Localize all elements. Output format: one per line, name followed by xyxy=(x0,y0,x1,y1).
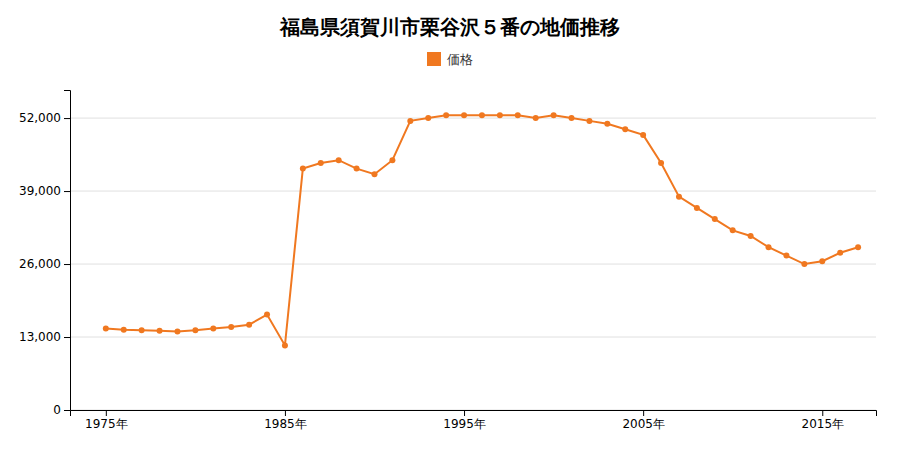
plot: 1975年 1985年 1995年 2005年 2015年 0 13,000 26,000 39… xyxy=(19,91,877,431)
x-axis: 1975年 1985年 1995年 2005年 2015年 xyxy=(71,410,877,431)
point xyxy=(264,312,270,318)
point xyxy=(694,205,700,211)
grid xyxy=(70,118,876,410)
y-tick-mark xyxy=(64,410,70,411)
x-tick-mark xyxy=(106,410,107,416)
x-tick: 2005年 xyxy=(622,410,665,431)
x-tick-label: 2005年 xyxy=(622,417,665,431)
y-tick: 52,000 xyxy=(19,111,70,125)
point xyxy=(479,112,485,118)
point xyxy=(210,326,216,332)
point xyxy=(300,166,306,172)
x-tick-mark xyxy=(464,410,465,416)
point xyxy=(855,244,861,250)
legend-swatch xyxy=(427,52,441,66)
y-tick: 39,000 xyxy=(19,184,70,198)
x-axis-line xyxy=(71,411,877,417)
y-tick-mark xyxy=(64,337,70,338)
x-tick-label: 1995年 xyxy=(443,417,486,431)
grid-line xyxy=(70,264,876,265)
point xyxy=(139,327,145,333)
y-tick: 26,000 xyxy=(19,257,70,271)
point xyxy=(425,115,431,121)
y-axis: 0 13,000 26,000 39,000 52,000 xyxy=(19,91,71,418)
y-tick-mark xyxy=(64,264,70,265)
point xyxy=(282,342,288,348)
marks xyxy=(103,112,861,348)
chart: 福島県須賀川市栗谷沢５番の地価推移 1975年 1985年 1995年 2005年 201… xyxy=(0,0,900,450)
point xyxy=(318,160,324,166)
point xyxy=(551,112,557,118)
y-tick-label: 0 xyxy=(53,403,61,417)
point xyxy=(730,227,736,233)
grid-line xyxy=(70,191,876,192)
line xyxy=(106,115,858,345)
x-tick-mark xyxy=(643,410,644,416)
y-tick-label: 26,000 xyxy=(19,257,61,271)
point xyxy=(801,261,807,267)
point xyxy=(174,328,180,334)
point xyxy=(192,327,198,333)
point xyxy=(712,216,718,222)
point xyxy=(461,112,467,118)
legend: 価格 xyxy=(427,52,473,67)
y-tick-label: 52,000 xyxy=(19,111,61,125)
point xyxy=(748,233,754,239)
point xyxy=(157,328,163,334)
grid-line xyxy=(70,118,876,119)
x-tick: 1995年 xyxy=(443,410,486,431)
point xyxy=(622,126,628,132)
legend-item: 価格 xyxy=(427,52,473,67)
point xyxy=(246,322,252,328)
point xyxy=(389,157,395,163)
point xyxy=(336,157,342,163)
point xyxy=(371,171,377,177)
point xyxy=(586,118,592,124)
x-tick-label: 2015年 xyxy=(801,417,844,431)
x-tick-mark xyxy=(285,410,286,416)
y-tick-mark xyxy=(64,191,70,192)
title: 福島県須賀川市栗谷沢５番の地価推移 xyxy=(279,15,620,39)
point xyxy=(640,132,646,138)
point xyxy=(533,115,539,121)
x-tick-label: 1975年 xyxy=(85,417,128,431)
x-tick-label: 1985年 xyxy=(264,417,307,431)
y-axis-line xyxy=(64,91,71,411)
point xyxy=(228,324,234,330)
grid-line xyxy=(70,337,876,338)
point xyxy=(783,253,789,259)
point xyxy=(103,326,109,332)
y-tick-label: 39,000 xyxy=(19,184,61,198)
x-tick-mark xyxy=(822,410,823,416)
y-tick: 0 xyxy=(53,403,70,417)
point xyxy=(515,112,521,118)
point xyxy=(837,250,843,256)
legend-text: 価格 xyxy=(447,52,473,67)
point xyxy=(604,121,610,127)
y-tick-label: 13,000 xyxy=(19,330,61,344)
point xyxy=(569,115,575,121)
x-tick: 1975年 xyxy=(85,410,128,431)
point xyxy=(766,244,772,250)
point xyxy=(407,118,413,124)
point xyxy=(676,194,682,200)
point xyxy=(121,327,127,333)
point xyxy=(497,112,503,118)
y-tick-mark xyxy=(64,118,70,119)
point xyxy=(658,160,664,166)
x-tick: 2015年 xyxy=(801,410,844,431)
point xyxy=(443,112,449,118)
x-tick: 1985年 xyxy=(264,410,307,431)
point xyxy=(819,258,825,264)
y-tick: 13,000 xyxy=(19,330,70,344)
point xyxy=(354,166,360,172)
